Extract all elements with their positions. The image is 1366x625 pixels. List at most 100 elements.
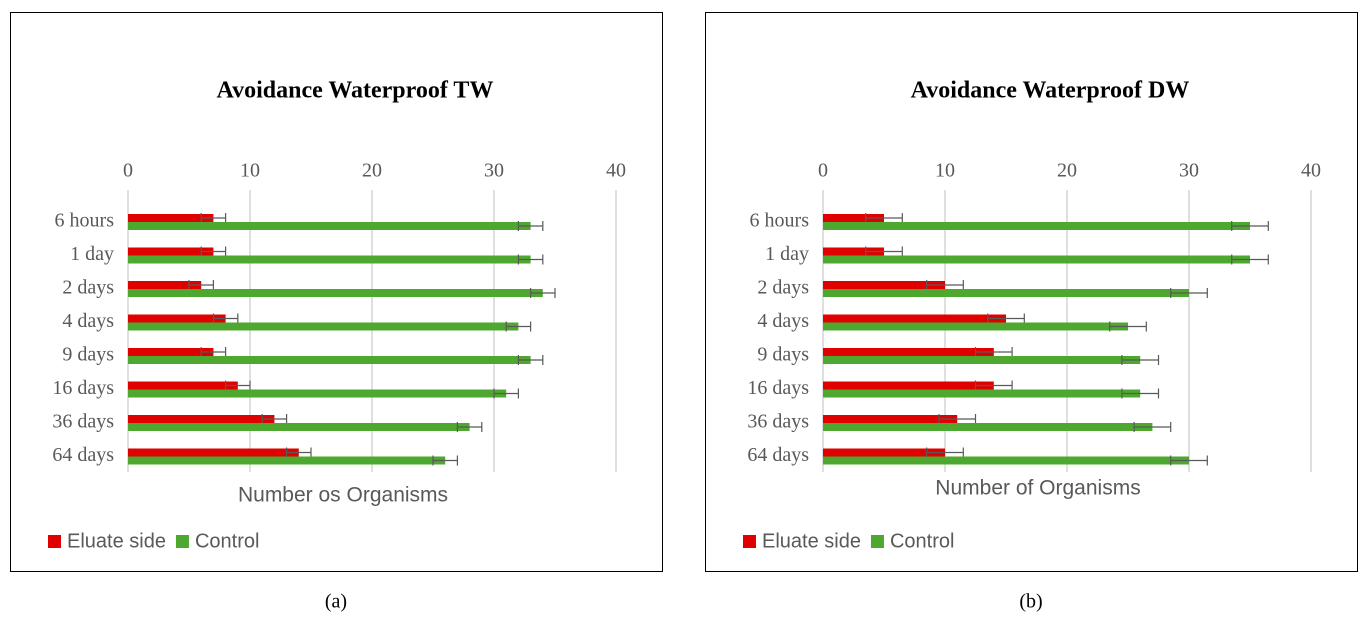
error-bar xyxy=(974,380,1013,391)
error-bar xyxy=(1121,388,1160,399)
error-bar xyxy=(926,447,964,458)
x-tick-label: 20 xyxy=(362,160,382,182)
error-bar xyxy=(987,313,1025,324)
y-tick-label: 2 days xyxy=(757,277,809,299)
y-tick-label: 16 days xyxy=(747,377,809,399)
y-tick-label: 36 days xyxy=(747,411,809,433)
error-bar xyxy=(200,347,227,357)
y-tick-label: 6 hours xyxy=(750,210,810,232)
bar xyxy=(128,423,470,431)
error-bar xyxy=(1170,455,1208,466)
y-tick-label: 64 days xyxy=(52,444,114,466)
x-tick-label: 10 xyxy=(240,160,260,182)
legend-swatch xyxy=(870,535,884,548)
legend-label: Control xyxy=(195,530,259,552)
error-bar xyxy=(200,213,227,223)
error-bar xyxy=(505,321,532,332)
legend-label: Control xyxy=(890,530,954,552)
bar xyxy=(128,314,226,323)
x-tick-label: 10 xyxy=(935,160,955,182)
x-tick-label: 0 xyxy=(123,160,133,182)
legend-swatch xyxy=(175,535,189,548)
bar xyxy=(823,415,958,423)
bar xyxy=(823,214,884,222)
error-bar xyxy=(1133,422,1172,432)
bar xyxy=(823,423,1153,431)
y-tick-label: 2 days xyxy=(62,277,114,299)
bar xyxy=(128,356,531,364)
bar xyxy=(128,456,446,465)
legend-swatch xyxy=(743,535,756,548)
bar xyxy=(128,348,214,356)
bar xyxy=(823,247,884,256)
y-tick-label: 1 day xyxy=(765,243,809,265)
x-axis-title: Number os Organisms xyxy=(238,484,448,507)
bar xyxy=(128,448,299,457)
bar xyxy=(128,281,202,289)
bar xyxy=(823,322,1128,331)
chart-title: Avoidance Waterproof DW xyxy=(911,78,1190,104)
y-tick-label: 4 days xyxy=(62,310,114,332)
error-bar xyxy=(200,246,227,257)
bar xyxy=(128,214,214,222)
error-bar xyxy=(974,347,1013,357)
y-tick-label: 4 days xyxy=(757,310,809,332)
bar xyxy=(128,381,238,390)
bar xyxy=(823,314,1006,323)
error-bar xyxy=(1109,321,1147,332)
x-tick-label: 40 xyxy=(1301,160,1321,182)
bar xyxy=(128,222,531,230)
bar xyxy=(128,247,214,256)
error-bar xyxy=(432,455,458,466)
bar xyxy=(128,289,543,297)
legend-swatch xyxy=(48,535,61,548)
bar xyxy=(823,348,994,356)
error-bar xyxy=(865,246,903,257)
error-bar xyxy=(517,355,544,365)
y-tick-label: 16 days xyxy=(52,377,114,399)
bar xyxy=(823,289,1189,297)
bar xyxy=(128,322,519,331)
x-tick-label: 0 xyxy=(818,160,828,182)
y-tick-label: 9 days xyxy=(62,344,114,366)
error-bar xyxy=(225,380,251,391)
x-tick-label: 30 xyxy=(484,160,504,182)
error-bar xyxy=(286,447,312,458)
y-tick-label: 6 hours xyxy=(55,210,115,232)
x-tick-label: 30 xyxy=(1179,160,1199,182)
error-bar xyxy=(1121,355,1160,365)
error-bar xyxy=(261,414,288,424)
error-bar xyxy=(456,422,483,432)
legend-label: Eluate side xyxy=(67,530,166,552)
error-bar xyxy=(517,254,544,265)
error-bar xyxy=(188,280,214,290)
bar xyxy=(823,356,1141,364)
x-tick-label: 20 xyxy=(1057,160,1077,182)
error-bar xyxy=(1170,288,1208,298)
bar xyxy=(823,222,1250,230)
y-tick-label: 36 days xyxy=(52,411,114,433)
bar xyxy=(128,415,275,423)
bar xyxy=(823,381,994,390)
error-bar xyxy=(926,280,964,290)
y-tick-label: 9 days xyxy=(757,344,809,366)
x-tick-label: 40 xyxy=(606,160,626,182)
error-bar xyxy=(1231,254,1269,265)
error-bar xyxy=(212,313,239,324)
legend-label: Eluate side xyxy=(762,530,861,552)
error-bar xyxy=(529,288,556,298)
panel-label: (b) xyxy=(1019,591,1042,613)
bar xyxy=(128,255,531,264)
error-bar xyxy=(938,414,977,424)
bar xyxy=(823,255,1250,264)
y-tick-label: 1 day xyxy=(70,243,114,265)
bar xyxy=(823,281,945,289)
error-bar xyxy=(865,213,903,223)
error-bar xyxy=(1231,221,1269,231)
error-bar xyxy=(517,221,544,231)
panel-label: (a) xyxy=(325,591,347,613)
bar xyxy=(823,448,945,457)
x-axis-title: Number of Organisms xyxy=(935,477,1140,500)
bar xyxy=(823,456,1189,465)
